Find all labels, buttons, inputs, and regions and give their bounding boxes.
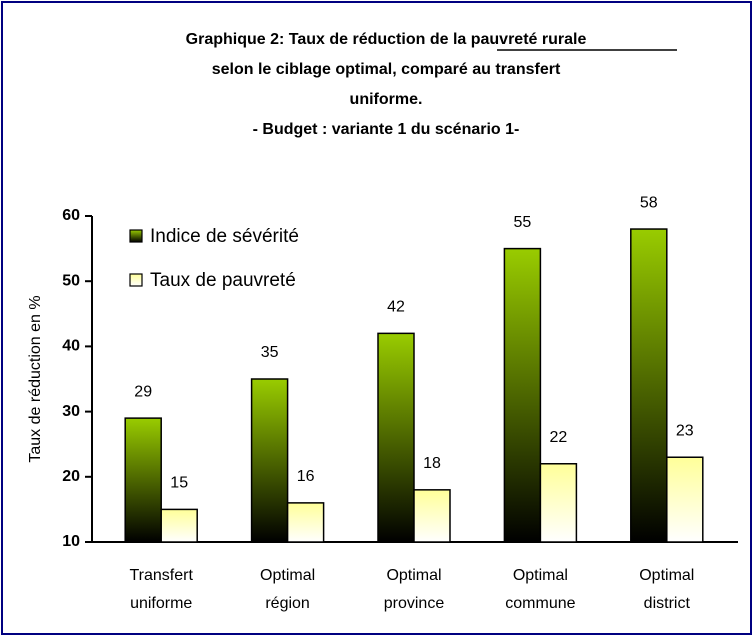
y-tick-label: 20 <box>62 468 80 485</box>
chart-title: - Budget : variante 1 du scénario 1- <box>253 121 520 138</box>
y-tick-label: 10 <box>62 533 80 550</box>
x-tick-label: Optimal <box>639 567 694 584</box>
value-label: 16 <box>297 468 315 485</box>
value-label: 42 <box>387 299 405 316</box>
x-tick-label: Optimal <box>386 567 441 584</box>
value-label: 18 <box>423 455 441 472</box>
legend-label: Taux de pauvreté <box>150 270 296 291</box>
value-label: 35 <box>261 344 279 361</box>
chart-title: uniforme. <box>350 91 423 108</box>
legend-label: Indice de sévérité <box>150 226 299 247</box>
x-tick-label: Transfert <box>129 567 193 584</box>
chart-title: selon le ciblage optimal, comparé au tra… <box>212 61 561 78</box>
value-label: 58 <box>640 194 658 211</box>
bar <box>503 247 542 543</box>
legend-swatch <box>129 229 143 243</box>
y-axis-label: Taux de réduction en % <box>27 295 44 462</box>
value-label: 22 <box>550 429 568 446</box>
bar <box>630 228 668 543</box>
x-tick-label: Optimal <box>260 567 315 584</box>
x-tick-label: uniforme <box>130 595 192 612</box>
bar <box>160 508 198 543</box>
bar <box>124 417 162 543</box>
x-tick-label: district <box>644 595 691 612</box>
chart-title: Graphique 2: Taux de réduction de la pau… <box>186 31 587 48</box>
x-tick-label: province <box>384 595 445 612</box>
bar <box>286 502 325 543</box>
y-tick-label: 60 <box>62 207 80 224</box>
value-label: 55 <box>514 214 532 231</box>
y-tick-label: 50 <box>62 272 80 289</box>
value-label: 23 <box>676 422 694 439</box>
value-label: 29 <box>134 383 152 400</box>
value-label: 15 <box>170 475 188 492</box>
x-tick-label: commune <box>505 595 575 612</box>
bar <box>666 456 704 543</box>
bar <box>413 489 451 543</box>
y-tick-label: 40 <box>62 338 80 355</box>
x-tick-label: région <box>265 595 309 612</box>
bar <box>539 463 578 543</box>
bar <box>250 378 289 543</box>
y-tick-label: 30 <box>62 403 80 420</box>
legend-swatch <box>129 273 143 287</box>
bar <box>377 332 415 543</box>
x-tick-label: Optimal <box>513 567 568 584</box>
